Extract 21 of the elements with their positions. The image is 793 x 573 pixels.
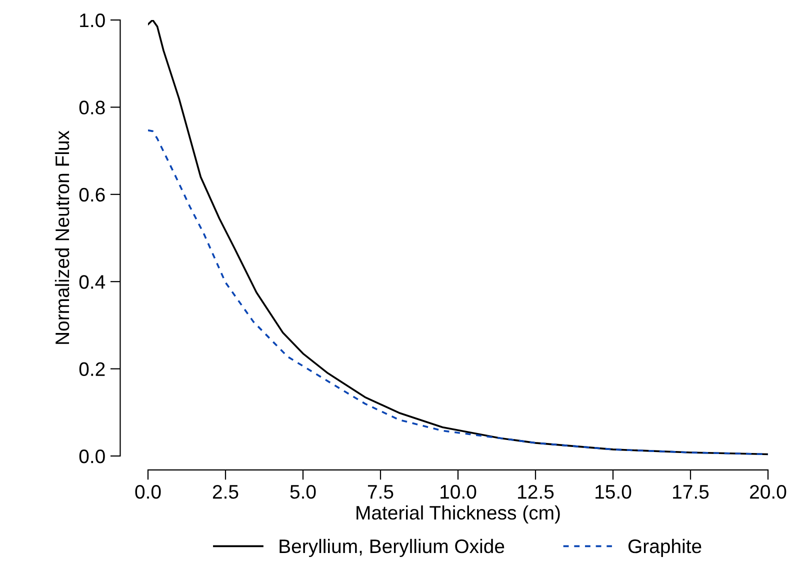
- x-tick-label: 0.0: [135, 484, 161, 499]
- x-tick-label: 17.5: [673, 485, 709, 499]
- legend-label: Beryllium, Beryllium Oxide: [280, 538, 504, 558]
- y-tick-label: 0.2: [79, 362, 105, 376]
- x-tick-label: 2.5: [212, 484, 238, 499]
- y-tick-label: 1.0: [80, 13, 105, 28]
- x-tick-label: 15.0: [596, 484, 632, 499]
- legend-label: Graphite: [628, 538, 702, 558]
- line-series: [148, 20, 768, 456]
- y-tick-label: 0.4: [79, 275, 106, 289]
- y-axis-title: Normalized Neutron Flux: [54, 130, 70, 344]
- x-tick-label: 7.5: [368, 485, 394, 499]
- y-tick-label: 0.6: [79, 188, 105, 202]
- y-tick-label: 0.0: [79, 449, 105, 464]
- line-series: [148, 129, 768, 456]
- x-tick-label: 20.0: [750, 484, 786, 499]
- y-tick-label: 0.8: [79, 100, 105, 114]
- x-tick-label: 12.5: [518, 484, 554, 499]
- x-axis-title: Material Thickness (cm): [356, 505, 560, 524]
- x-tick-label: 10.0: [440, 484, 476, 499]
- x-tick-label: 5.0: [290, 484, 316, 499]
